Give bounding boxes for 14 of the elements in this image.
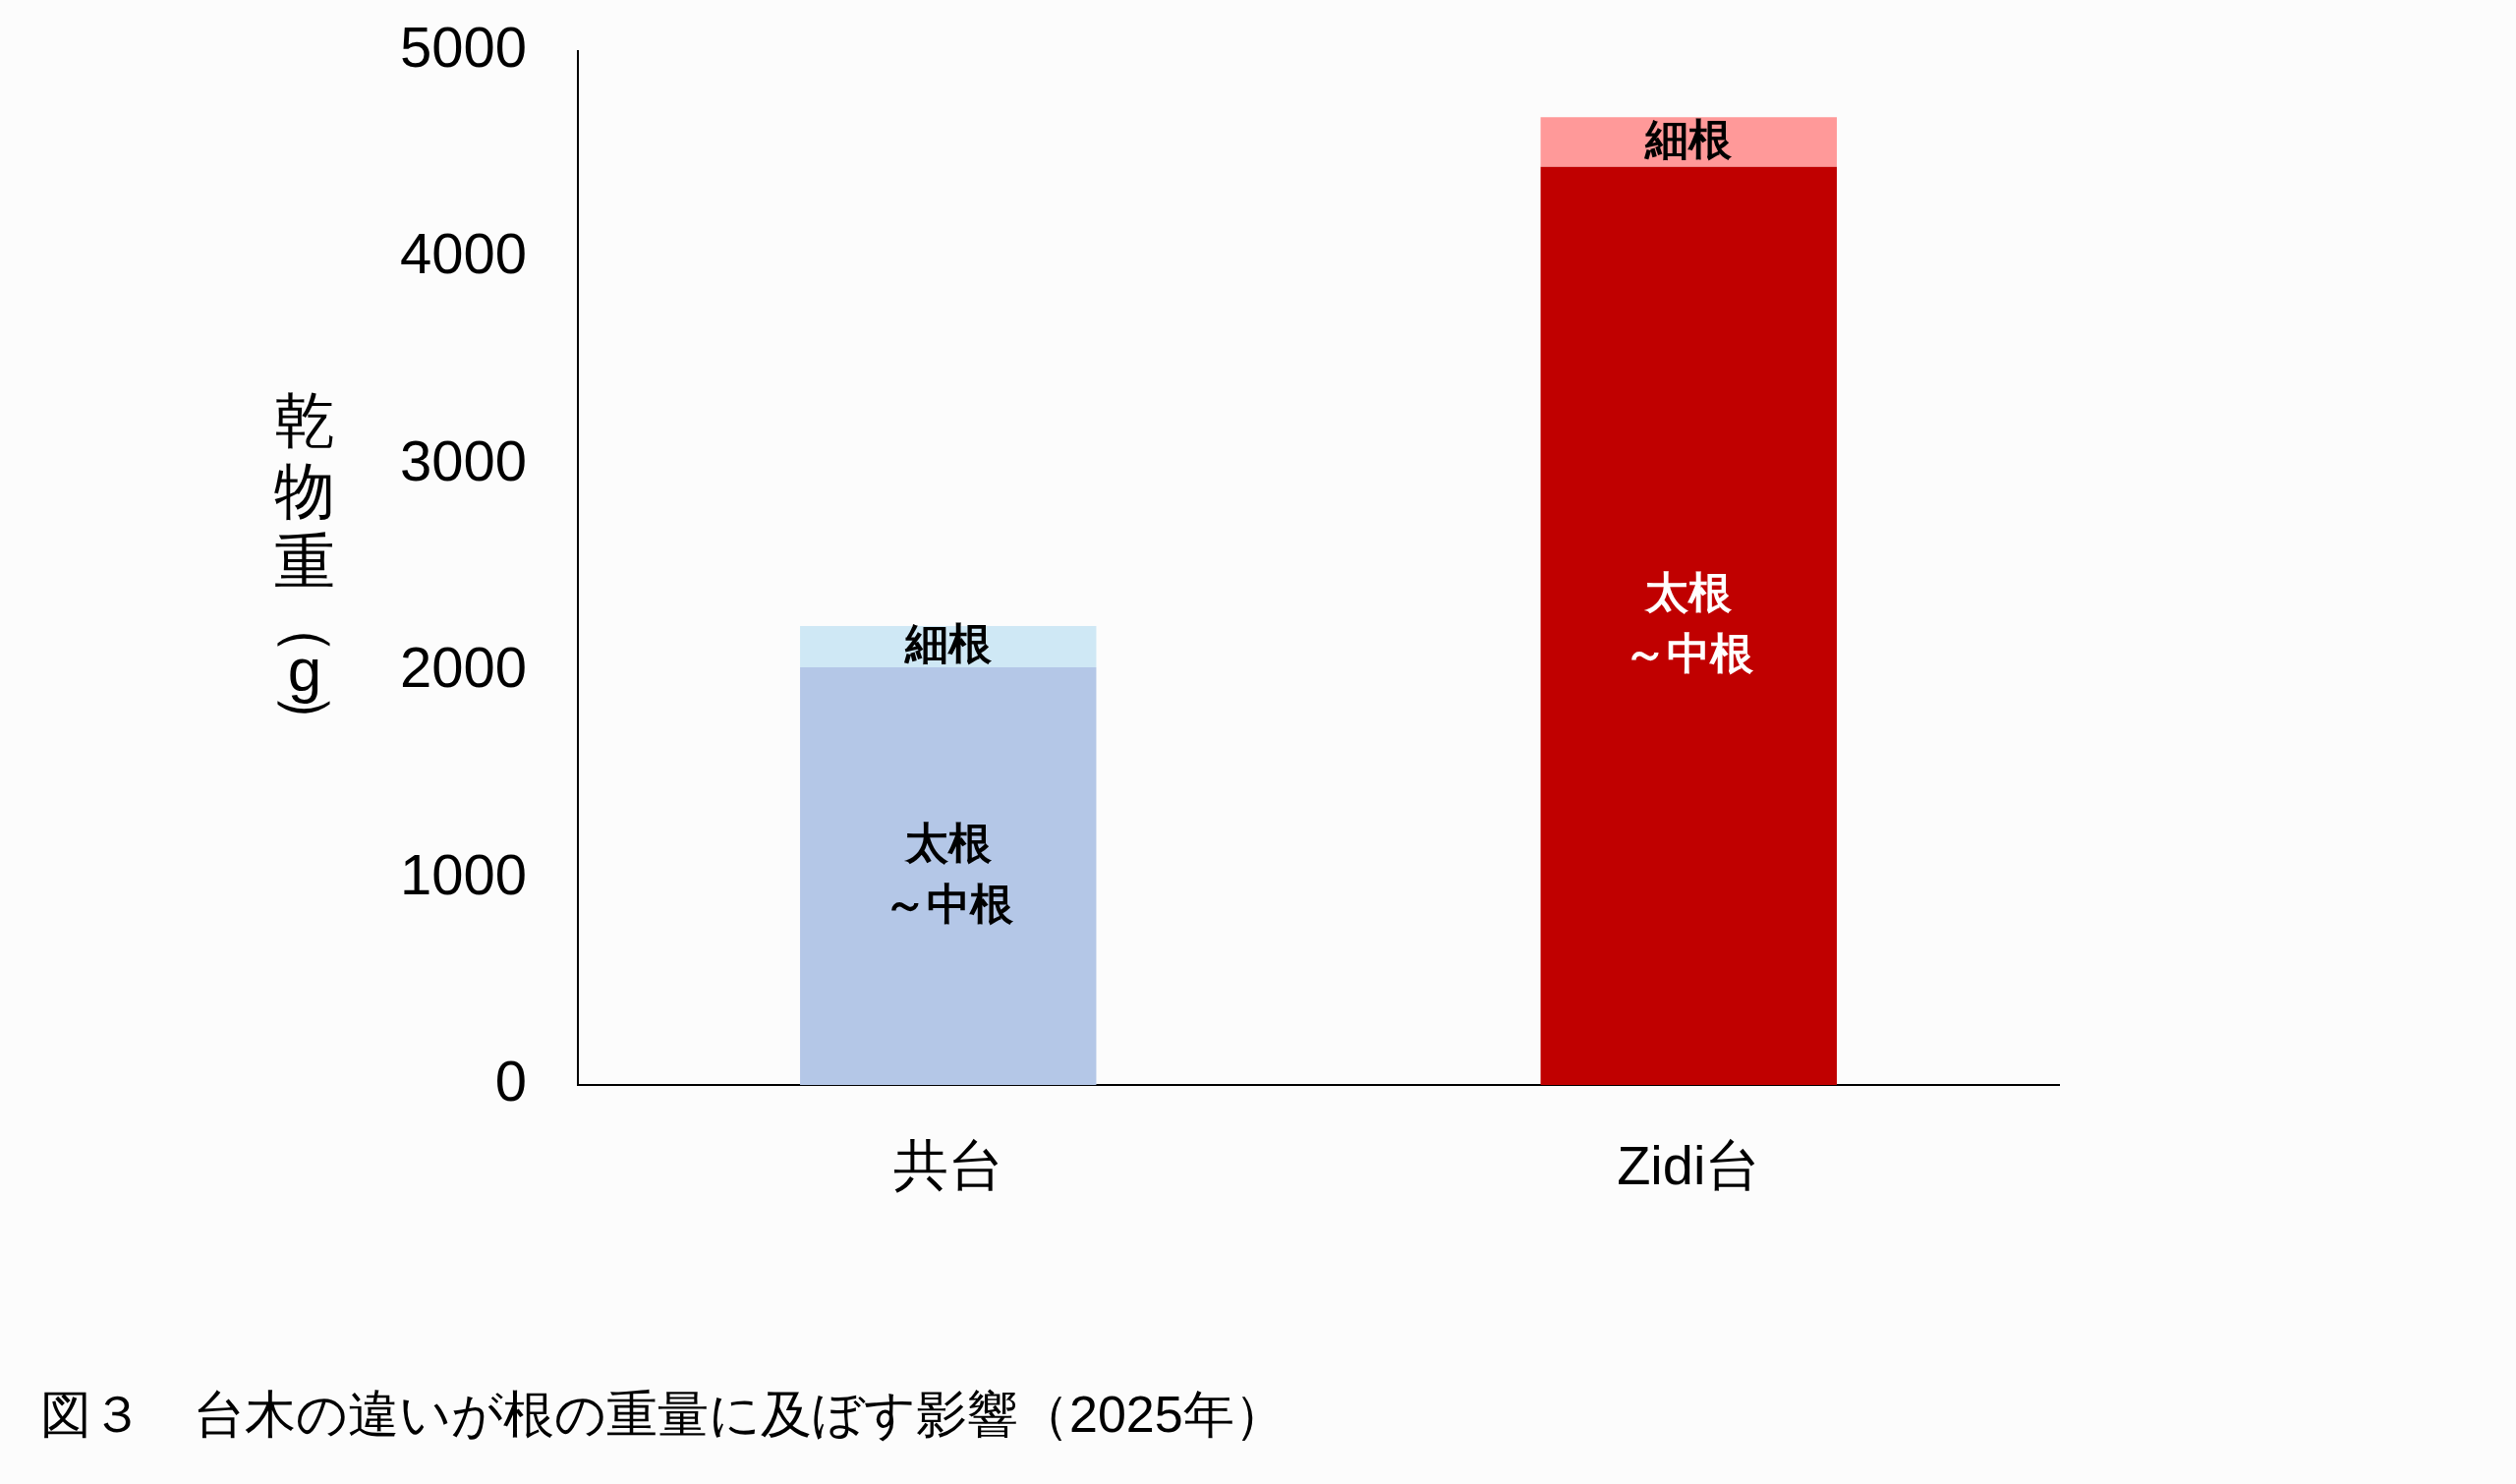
- x-tick-label: 共台: [892, 1134, 1003, 1197]
- y-tick-label: 0: [494, 1049, 527, 1113]
- text: 太根～中根: [1624, 568, 1754, 678]
- y-tick-label: 1000: [399, 841, 527, 906]
- y-axis-title: 乾物重（g）: [274, 385, 343, 754]
- x-tick-label: Zidi台: [1617, 1134, 1761, 1197]
- y-tick-label: 4000: [399, 221, 527, 286]
- series-label: 太根～中根: [883, 818, 1014, 928]
- series-label: 細根: [902, 619, 993, 668]
- y-tick-label: 2000: [399, 635, 527, 700]
- text: 図３ 台木の違いが根の重量に及ぼす影響（2025年）: [40, 1386, 1286, 1444]
- y-tick-label: 3000: [399, 428, 527, 492]
- text: 細根: [1645, 114, 1733, 163]
- y-tick-label: 5000: [399, 15, 527, 79]
